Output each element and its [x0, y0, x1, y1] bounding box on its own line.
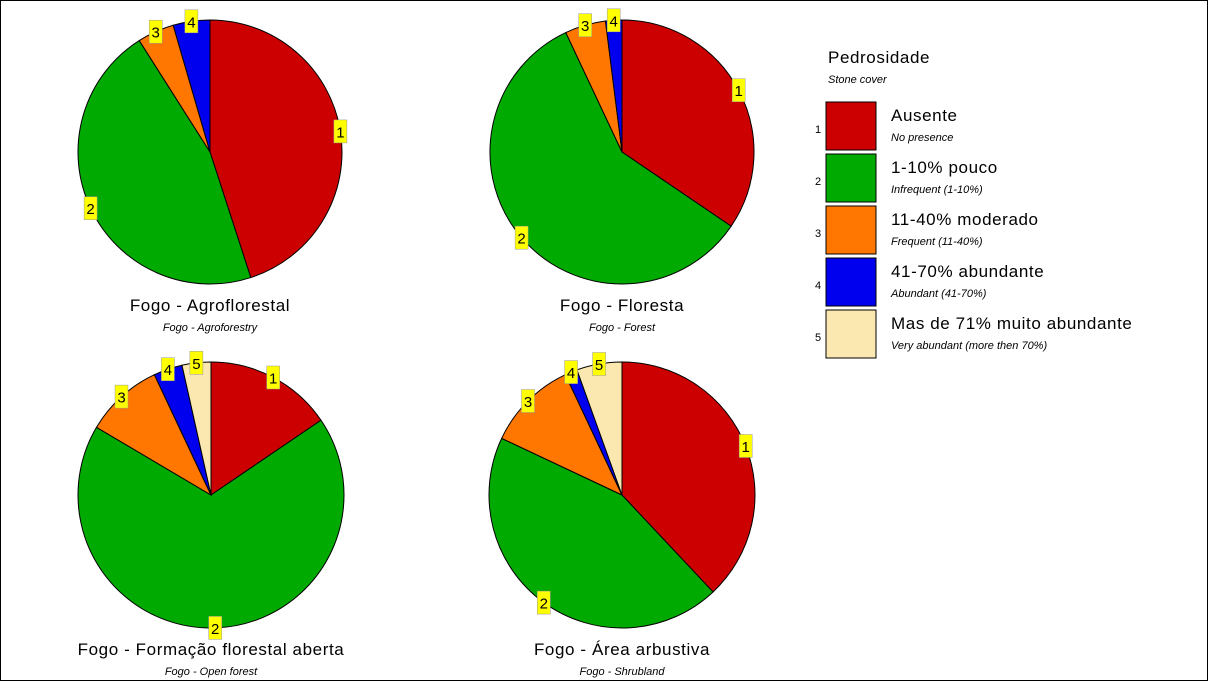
slice-label-text: 1	[269, 371, 277, 388]
legend-sublabel: No presence	[891, 132, 953, 144]
pie-chart-4: 1 2 3 4 5 Fogo - Área arbustiva Fogo - Shrubla…	[488, 352, 756, 678]
slice-label-text: 5	[192, 356, 200, 373]
legend-swatch	[825, 153, 877, 203]
slice-label-4: 4	[564, 360, 578, 384]
chart-subtitle: Fogo - Forest	[589, 322, 656, 334]
slice-label-text: 2	[540, 596, 548, 613]
slice-label-text: 1	[742, 439, 750, 456]
legend-item-2: 2 1-10% pouco Infrequent (1-10%)	[815, 153, 998, 203]
legend-item-3: 3 11-40% moderado Frequent (11-40%)	[815, 205, 1039, 255]
slice-label-text: 2	[211, 621, 219, 638]
legend-subtitle: Stone cover	[828, 74, 888, 86]
chart-title: Fogo - Agroflorestal	[130, 296, 290, 315]
legend-code: 2	[815, 176, 821, 188]
legend-sublabel: Very abundant (more then 70%)	[891, 340, 1047, 352]
slice-label-text: 5	[595, 357, 603, 374]
slice-label-1: 1	[738, 434, 753, 458]
slice-label-text: 4	[610, 13, 618, 30]
legend-item-1: 1 Ausente No presence	[815, 101, 958, 151]
slice-label-3: 3	[148, 19, 163, 44]
chart-subtitle: Fogo - Open forest	[165, 666, 258, 678]
slice-label-text: 4	[164, 362, 172, 379]
legend: Pedrosidade Stone cover 1 Ausente No prese…	[815, 48, 1132, 359]
legend-code: 5	[815, 332, 821, 344]
slice-label-text: 3	[524, 394, 532, 411]
legend-label: 1-10% pouco	[891, 158, 998, 177]
legend-swatch	[825, 205, 877, 255]
slice-label-text: 4	[187, 14, 195, 31]
chart-title: Fogo - Formação florestal aberta	[78, 640, 345, 659]
slice-label-2: 2	[514, 225, 529, 250]
slice-label-text: 2	[517, 231, 525, 248]
slice-label-4: 4	[184, 9, 199, 34]
chart-title: Fogo - Área arbustiva	[534, 640, 710, 659]
legend-code: 4	[815, 280, 821, 292]
slice-label-2: 2	[208, 616, 222, 640]
pie-chart-3: 1 2 3 4 5 Fogo - Formação florestal aberta Fog…	[77, 351, 345, 678]
slice-label-text: 4	[567, 365, 575, 382]
slice-label-3: 3	[578, 13, 592, 37]
slice-label-text: 1	[735, 83, 743, 100]
slice-label-1: 1	[266, 365, 280, 390]
slice-label-2: 2	[83, 196, 98, 220]
chart-subtitle: Fogo - Shrubland	[580, 666, 666, 678]
legend-sublabel: Frequent (11-40%)	[891, 236, 983, 248]
slice-label-3: 3	[521, 389, 535, 413]
legend-swatch	[825, 101, 877, 151]
slice-label-5: 5	[189, 351, 204, 375]
legend-item-4: 4 41-70% abundante Abundant (41-70%)	[815, 257, 1044, 307]
legend-code: 3	[815, 228, 821, 240]
legend-swatch	[825, 257, 877, 307]
slice-label-text: 3	[117, 390, 125, 407]
pie-chart-2: 1 2 3 4 Fogo - Floresta Fogo - Forest	[489, 8, 755, 334]
slice-label-3: 3	[114, 384, 129, 409]
chart-title: Fogo - Floresta	[560, 296, 684, 315]
legend-swatch	[825, 309, 877, 359]
legend-sublabel: Infrequent (1-10%)	[891, 184, 983, 196]
legend-code: 1	[815, 124, 821, 136]
legend-sublabel: Abundant (41-70%)	[890, 288, 987, 300]
chart-subtitle: Fogo - Agroforestry	[163, 322, 259, 334]
slice-label-4: 4	[161, 357, 175, 381]
slice-label-5: 5	[592, 352, 606, 376]
slice-label-text: 3	[152, 25, 160, 42]
legend-label: Mas de 71% muito abundante	[891, 314, 1132, 333]
legend-label: 41-70% abundante	[891, 262, 1044, 281]
slice-label-text: 1	[336, 124, 344, 141]
slice-label-1: 1	[333, 119, 348, 144]
slice-label-text: 3	[581, 18, 589, 35]
slice-label-text: 2	[86, 201, 94, 218]
legend-title: Pedrosidade	[828, 48, 930, 67]
slice-label-2: 2	[537, 590, 551, 615]
legend-label: Ausente	[891, 106, 958, 125]
legend-label: 11-40% moderado	[891, 210, 1039, 229]
legend-item-5: 5 Mas de 71% muito abundante Very abundant…	[815, 309, 1132, 359]
slice-label-1: 1	[731, 78, 746, 102]
pie-chart-1: 1 2 3 4 Fogo - Agroflorestal Fogo - Agrofores…	[77, 9, 348, 334]
slice-label-4: 4	[606, 8, 621, 33]
